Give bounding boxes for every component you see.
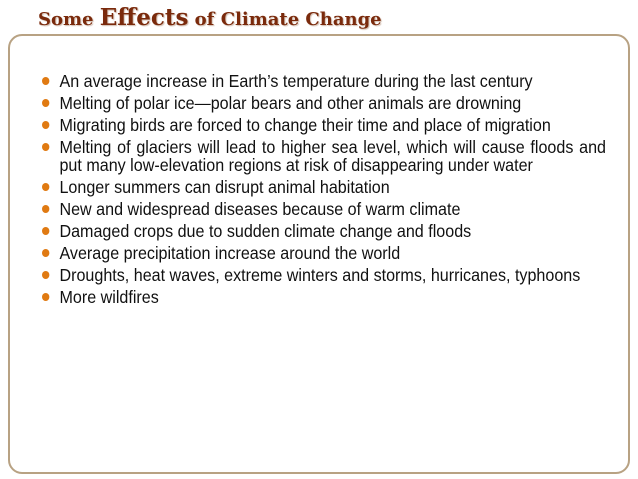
list-item: New and widespread diseases because of w… xyxy=(42,200,606,218)
list-item-text: Longer summers can disrupt animal habita… xyxy=(59,177,390,197)
list-item-text: Average precipitation increase around th… xyxy=(59,243,401,263)
list-item: Migrating birds are forced to change the… xyxy=(42,116,606,134)
bullet-icon xyxy=(42,143,50,151)
bullet-icon xyxy=(42,293,50,301)
bullet-icon xyxy=(42,99,50,107)
list-item-text: Migrating birds are forced to change the… xyxy=(59,115,551,135)
bullet-icon xyxy=(42,205,50,213)
bullet-icon xyxy=(42,249,50,257)
list-item: Longer summers can disrupt animal habita… xyxy=(42,178,606,196)
list-item-text: Melting of polar ice—polar bears and oth… xyxy=(59,93,522,113)
list-item-text: New and widespread diseases because of w… xyxy=(59,199,461,219)
list-item-text: Damaged crops due to sudden climate chan… xyxy=(59,221,472,241)
bullet-icon xyxy=(42,183,50,191)
title-part-effects: Effects xyxy=(99,4,189,31)
list-item-text: Melting of glaciers will lead to higher … xyxy=(59,137,607,175)
list-item-text: An average increase in Earth’s temperatu… xyxy=(59,71,533,91)
list-item: Melting of polar ice—polar bears and oth… xyxy=(42,94,606,112)
slide-title: Some Effects of Climate Change xyxy=(38,4,382,31)
title-part-rest: of Climate Change xyxy=(188,9,382,30)
list-item-text: More wildfires xyxy=(59,287,159,307)
title-part-some: Some xyxy=(38,9,100,30)
list-item-text: Droughts, heat waves, extreme winters an… xyxy=(59,265,581,285)
list-item: Average precipitation increase around th… xyxy=(42,244,606,262)
content-frame xyxy=(8,34,630,474)
list-item: An average increase in Earth’s temperatu… xyxy=(42,72,606,90)
list-item: Damaged crops due to sudden climate chan… xyxy=(42,222,606,240)
list-item: Melting of glaciers will lead to higher … xyxy=(42,138,606,174)
bullet-icon xyxy=(42,227,50,235)
bullet-list: An average increase in Earth’s temperatu… xyxy=(42,72,606,310)
list-item: Droughts, heat waves, extreme winters an… xyxy=(42,266,606,284)
list-item: More wildfires xyxy=(42,288,606,306)
bullet-icon xyxy=(42,271,50,279)
bullet-icon xyxy=(42,121,50,129)
bullet-icon xyxy=(42,77,50,85)
